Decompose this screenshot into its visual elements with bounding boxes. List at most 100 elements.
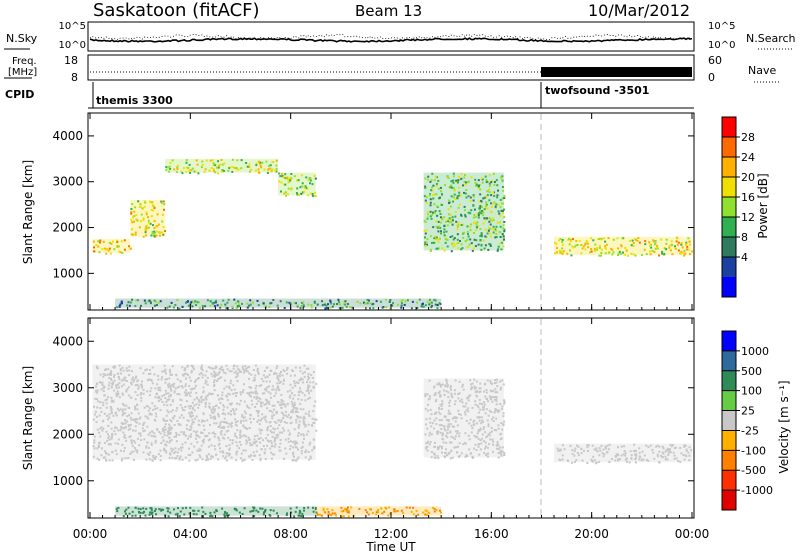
- echo-pixel: [495, 203, 498, 206]
- echo-pixel: [308, 443, 311, 446]
- echo-pixel: [484, 175, 487, 178]
- echo-pixel: [500, 241, 503, 244]
- echo-pixel: [168, 395, 171, 398]
- echo-pixel: [213, 410, 216, 412]
- echo-pixel: [590, 458, 593, 461]
- echo-pixel: [449, 386, 452, 389]
- echo-pixel: [248, 438, 251, 441]
- echo-pixel: [238, 403, 241, 406]
- echo-pixel: [501, 405, 504, 408]
- echo-pixel: [369, 307, 371, 310]
- echo-pixel: [460, 177, 463, 180]
- echo-pixel: [617, 459, 619, 462]
- echo-pixel: [145, 405, 148, 408]
- echo-pixel: [496, 194, 499, 197]
- echo-pixel: [213, 370, 216, 373]
- echo-pixel: [198, 400, 201, 403]
- echo-pixel: [257, 160, 260, 163]
- echo-pixel: [123, 436, 126, 439]
- echo-pixel: [230, 425, 233, 428]
- echo-pixel: [306, 381, 308, 384]
- echo-pixel: [477, 225, 480, 227]
- echo-pixel: [160, 201, 163, 204]
- echo-pixel: [145, 368, 148, 371]
- echo-pixel: [189, 302, 192, 305]
- echo-pixel: [620, 445, 623, 448]
- echo-pixel: [617, 446, 619, 449]
- echo-pixel: [219, 163, 222, 166]
- echo-pixel: [131, 514, 134, 517]
- echo-pixel: [252, 417, 255, 420]
- echo-pixel: [275, 389, 278, 392]
- echo-pixel: [218, 425, 221, 428]
- echo-pixel: [123, 404, 125, 407]
- echo-pixel: [220, 433, 223, 436]
- echo-pixel: [213, 381, 215, 384]
- echo-pixel: [618, 458, 621, 461]
- echo-pixel: [228, 387, 231, 390]
- power-scale-label: Power [dB]: [756, 173, 770, 238]
- echo-pixel: [297, 424, 300, 427]
- echo-pixel: [423, 219, 426, 222]
- echo-pixel: [124, 510, 126, 513]
- echo-pixel: [204, 397, 207, 399]
- echo-pixel: [144, 201, 147, 204]
- echo-pixel: [492, 396, 495, 399]
- echo-pixel: [188, 428, 191, 431]
- echo-pixel: [452, 196, 455, 199]
- echo-pixel: [458, 191, 461, 194]
- echo-pixel: [464, 174, 466, 177]
- echo-pixel: [150, 234, 153, 237]
- echo-pixel: [503, 401, 506, 404]
- echo-pixel: [113, 248, 116, 251]
- echo-pixel: [460, 398, 463, 401]
- echo-pixel: [296, 442, 299, 445]
- echo-pixel: [142, 219, 145, 221]
- echo-pixel: [134, 406, 137, 409]
- echo-pixel: [303, 364, 306, 367]
- echo-pixel: [102, 373, 105, 376]
- echo-pixel: [289, 302, 292, 305]
- echo-pixel: [620, 252, 622, 255]
- echo-pixel: [162, 427, 165, 430]
- echo-pixel: [116, 383, 119, 386]
- echo-pixel: [297, 514, 300, 517]
- echo-pixel: [124, 412, 126, 415]
- echo-pixel: [260, 166, 263, 169]
- echo-pixel: [152, 435, 155, 438]
- echo-pixel: [302, 417, 305, 420]
- echo-pixel: [477, 243, 480, 246]
- echo-pixel: [235, 424, 238, 427]
- echo-pixel: [496, 221, 499, 224]
- echo-pixel: [444, 238, 447, 240]
- echo-pixel: [664, 450, 667, 453]
- echo-pixel: [213, 373, 216, 376]
- echo-pixel: [269, 164, 272, 167]
- echo-pixel: [220, 159, 223, 161]
- echo-pixel: [282, 417, 285, 419]
- echo-pixel: [246, 404, 249, 407]
- echo-pixel: [434, 400, 437, 403]
- echo-pixel: [426, 449, 429, 452]
- echo-pixel: [235, 307, 238, 309]
- echo-pixel: [151, 232, 154, 235]
- echo-pixel: [116, 241, 119, 244]
- echo-pixel: [467, 434, 470, 437]
- echo-pixel: [149, 372, 152, 375]
- echo-pixel: [120, 459, 123, 462]
- echo-pixel: [488, 182, 491, 185]
- echo-pixel: [265, 437, 267, 440]
- echo-pixel: [274, 169, 277, 172]
- echo-pixel: [227, 436, 230, 439]
- echo-pixel: [262, 380, 265, 383]
- echo-pixel: [279, 300, 282, 303]
- echo-pixel: [480, 233, 483, 236]
- echo-pixel: [480, 177, 483, 180]
- echo-pixel: [128, 374, 131, 377]
- echo-pixel: [135, 214, 138, 217]
- echo-pixel: [450, 435, 453, 438]
- echo-pixel: [441, 400, 444, 403]
- echo-pixel: [124, 408, 127, 411]
- echo-pixel: [458, 435, 461, 438]
